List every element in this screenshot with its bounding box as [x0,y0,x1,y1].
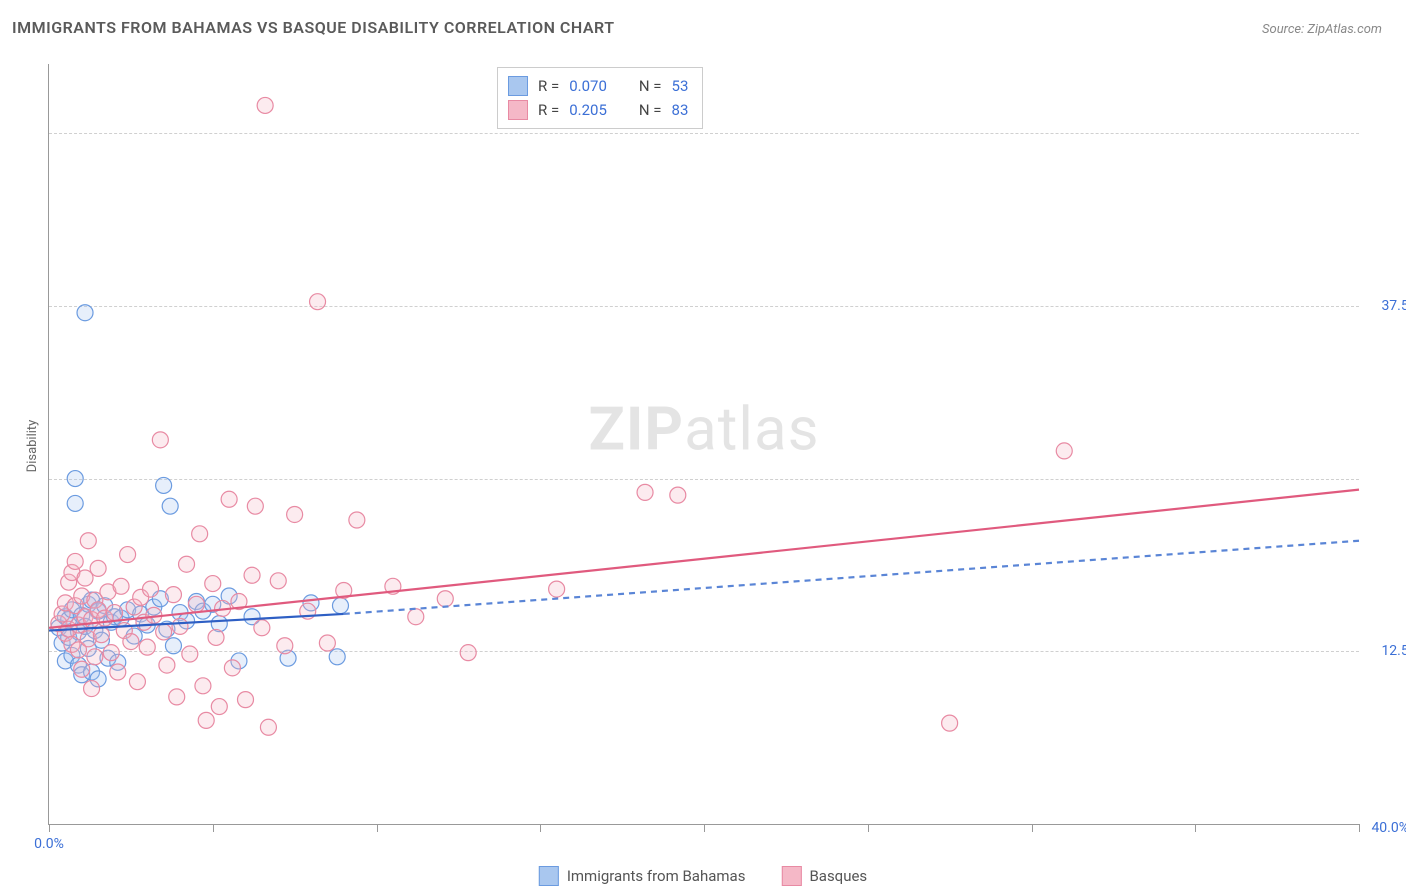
scatter-point-bahamas [332,598,348,614]
trend-line [49,490,1359,628]
scatter-point-basques [437,591,453,607]
scatter-point-basques [460,645,476,661]
scatter-point-basques [254,620,270,636]
y-axis-label: Disability [25,420,40,473]
scatter-point-basques [179,556,195,572]
scatter-point-basques [107,605,123,621]
scatter-point-basques [74,661,90,677]
scatter-point-basques [192,526,208,542]
x-tick [1195,824,1196,832]
scatter-point-basques [165,587,181,603]
scatter-point-basques [87,649,103,665]
scatter-point-basques [277,638,293,654]
scatter-point-basques [349,512,365,528]
x-tick-label: 0.0% [34,836,64,852]
scatter-point-basques [156,624,172,640]
scatter-point-bahamas [162,498,178,514]
x-tick [540,824,541,832]
scatter-point-basques [238,692,254,708]
scatter-point-basques [224,660,240,676]
scatter-point-basques [195,678,211,694]
legend-swatch-bahamas-bottom [539,866,559,886]
scatter-point-basques [211,699,227,715]
scatter-point-basques [103,645,119,661]
scatter-point-basques [244,567,260,583]
chart-title: IMMIGRANTS FROM BAHAMAS VS BASQUE DISABI… [12,18,615,37]
scatter-point-basques [198,712,214,728]
scatter-point-basques [270,573,286,589]
scatter-point-basques [1056,443,1072,459]
scatter-point-basques [408,609,424,625]
legend-bottom: Immigrants from Bahamas Basques [539,866,867,886]
x-tick [213,824,214,832]
x-tick [377,824,378,832]
scatter-point-basques [129,674,145,690]
scatter-point-basques [208,629,224,645]
scatter-point-basques [182,646,198,662]
scatter-point-basques [152,432,168,448]
scatter-point-bahamas [77,305,93,321]
scatter-point-basques [670,487,686,503]
legend-label-bahamas: Immigrants from Bahamas [567,867,746,885]
scatter-point-basques [90,560,106,576]
legend-item-basques: Basques [781,866,867,886]
scatter-point-basques [80,533,96,549]
scatter-point-bahamas [67,471,83,487]
x-tick [49,824,50,832]
legend-swatch-basques-bottom [781,866,801,886]
legend-item-bahamas: Immigrants from Bahamas [539,866,746,886]
scatter-point-basques [310,294,326,310]
legend-label-basques: Basques [809,867,867,885]
scatter-point-bahamas [329,649,345,665]
scatter-point-basques [93,627,109,643]
x-tick [1359,824,1360,832]
y-tick-label: 12.5% [1364,643,1406,659]
scatter-point-basques [110,664,126,680]
scatter-point-basques [319,635,335,651]
source-credit: Source: ZipAtlas.com [1262,22,1382,37]
scatter-point-basques [143,581,159,597]
scatter-point-basques [67,553,83,569]
x-tick [704,824,705,832]
plot-area: ZIPatlas 12.5%37.5% 0.0%40.0% R = 0.070 … [48,64,1359,825]
scatter-point-basques [942,715,958,731]
scatter-point-bahamas [165,638,181,654]
trend-line [344,541,1359,614]
scatter-point-basques [139,639,155,655]
x-tick-label: 40.0% [1371,820,1406,836]
scatter-point-basques [549,581,565,597]
scatter-point-basques [84,681,100,697]
x-tick [868,824,869,832]
chart-canvas [49,64,1359,824]
scatter-point-basques [113,578,129,594]
y-tick-label: 37.5% [1364,298,1406,314]
scatter-point-basques [247,498,263,514]
scatter-point-basques [257,97,273,113]
scatter-point-basques [169,689,185,705]
scatter-point-basques [120,547,136,563]
scatter-point-basques [172,618,188,634]
scatter-point-basques [637,484,653,500]
x-tick [1032,824,1033,832]
scatter-point-basques [221,491,237,507]
scatter-point-basques [123,634,139,650]
scatter-point-basques [287,506,303,522]
scatter-point-bahamas [156,477,172,493]
scatter-point-basques [159,657,175,673]
scatter-point-basques [260,719,276,735]
scatter-point-basques [188,596,204,612]
scatter-point-bahamas [67,495,83,511]
scatter-point-basques [205,576,221,592]
